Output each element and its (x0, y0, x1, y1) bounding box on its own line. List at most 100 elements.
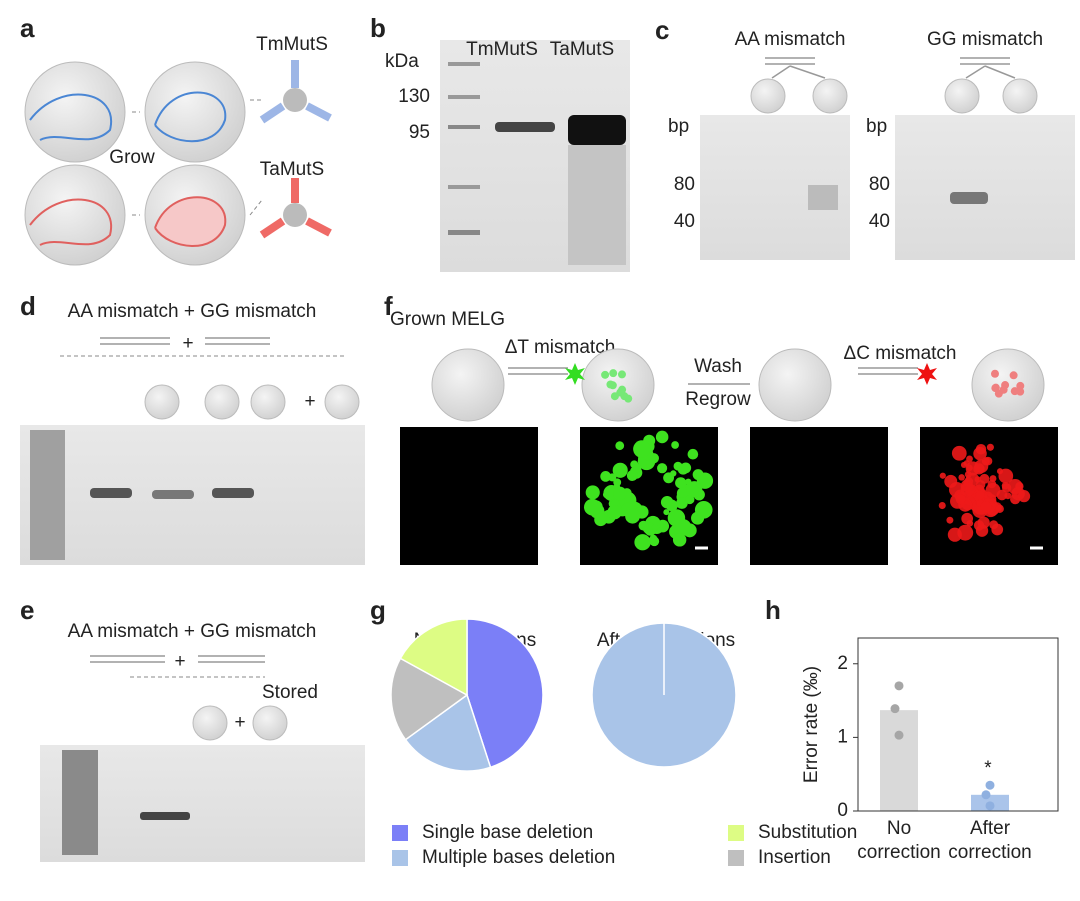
panel-label: d (20, 291, 36, 321)
cell-dot (609, 369, 618, 378)
fluor-dot (675, 519, 692, 536)
fluor-dot (634, 534, 651, 551)
fluor-dot (649, 536, 660, 547)
fluor-dot (672, 533, 687, 547)
cell-dot (999, 385, 1008, 394)
fluor-dot (675, 477, 687, 489)
fluor-dot (632, 463, 642, 473)
axis-label: kDa (385, 51, 419, 72)
fluor-dot (676, 497, 688, 509)
unit-label: bp (668, 116, 689, 137)
pie-slice (390, 657, 469, 741)
label: Stored (262, 682, 318, 703)
fluor-dot (692, 469, 704, 481)
label: AA mismatch (735, 29, 846, 50)
fluor-dot (651, 523, 659, 531)
data-point (894, 730, 904, 740)
legend-swatch (728, 850, 744, 866)
fluor-dot (1015, 482, 1024, 491)
fluor-dot (966, 464, 973, 472)
fluor-dot (633, 440, 651, 458)
fluor-dot (946, 516, 954, 524)
fluor-dot (663, 509, 670, 516)
x-tick-label: After correction (948, 818, 1031, 863)
fluor-dot (960, 461, 968, 468)
cell-dot (606, 380, 615, 389)
panel-label: b (370, 13, 386, 43)
fluor-dot (960, 482, 975, 497)
pie-slice (404, 693, 492, 772)
marker-label: 130 (398, 86, 430, 107)
legend-label: Substitution (758, 822, 857, 843)
fluor-dot (685, 478, 692, 485)
panel-label: f (384, 291, 393, 321)
fluor-dot (594, 513, 608, 527)
gel-e (40, 655, 365, 862)
fluor-dot (951, 445, 967, 461)
label: Grown MELG (390, 309, 505, 330)
cell-dot (990, 369, 999, 378)
marker-label: 40 (869, 211, 890, 232)
legend-swatch (392, 850, 408, 866)
plus: + (234, 712, 245, 733)
fluor-dot (966, 455, 973, 463)
lane-label: TaMutS (550, 39, 614, 60)
y-tick-label: 0 (837, 800, 848, 821)
fluor-dot (685, 494, 695, 505)
cell-dot (601, 370, 610, 379)
annotation: Grow (109, 147, 155, 168)
fluor-dot (626, 470, 638, 481)
fluor-dot (691, 485, 700, 494)
fluor-dot (687, 448, 699, 460)
fluor-dot (600, 471, 611, 482)
fluor-dot (1001, 481, 1010, 490)
label: Regrow (685, 389, 751, 410)
fluor-dot (995, 505, 1002, 512)
fluor-dot (966, 520, 974, 527)
y-tick-label: 1 (837, 726, 848, 747)
fluor-dot (944, 474, 958, 488)
data-point (981, 790, 991, 800)
pie-slice (591, 622, 737, 768)
cells-a (24, 60, 332, 266)
fluor-dot (957, 524, 974, 541)
y-axis-label: Error rate (‰) (801, 666, 822, 783)
x-tick-label: No correction (857, 818, 941, 863)
marker-label: 80 (869, 174, 890, 195)
fluor-dot (615, 441, 625, 451)
label: AA mismatch + GG mismatch (68, 621, 317, 642)
panel-f-drawing (400, 348, 1058, 565)
data-point (985, 801, 995, 811)
fluor-dot (939, 472, 946, 479)
fluor-dot (638, 520, 649, 531)
legend-label: Insertion (758, 847, 831, 868)
fluor-dot (975, 479, 986, 490)
fluor-dot (680, 462, 692, 474)
fluor-dot (975, 490, 985, 500)
data-point (985, 780, 995, 790)
marker-label: 80 (674, 174, 695, 195)
plus: + (174, 651, 185, 672)
panel-label: a (20, 13, 35, 43)
fluor-dot (612, 462, 628, 478)
fluor-dot (663, 472, 675, 484)
label: AA mismatch + GG mismatch (68, 301, 317, 322)
label: TaMutS (260, 159, 324, 180)
panel-label: c (655, 15, 669, 45)
label: ΔT mismatch (505, 337, 616, 358)
fluor-dot (1017, 490, 1031, 503)
plus: + (182, 333, 193, 354)
cell-dot (610, 392, 619, 401)
lane-label: TmMutS (466, 39, 538, 60)
fluor-dot (973, 446, 987, 461)
label: GG mismatch (927, 29, 1043, 50)
label: TmMutS (256, 34, 328, 55)
fluor-dot (986, 443, 994, 451)
fluor-dot (657, 463, 668, 474)
fluor-dot (985, 482, 1001, 498)
gel-bands (448, 62, 626, 265)
cells-c (700, 57, 1075, 260)
fluor-dot (938, 502, 946, 510)
plus: + (304, 391, 315, 412)
gel-d (20, 337, 365, 565)
